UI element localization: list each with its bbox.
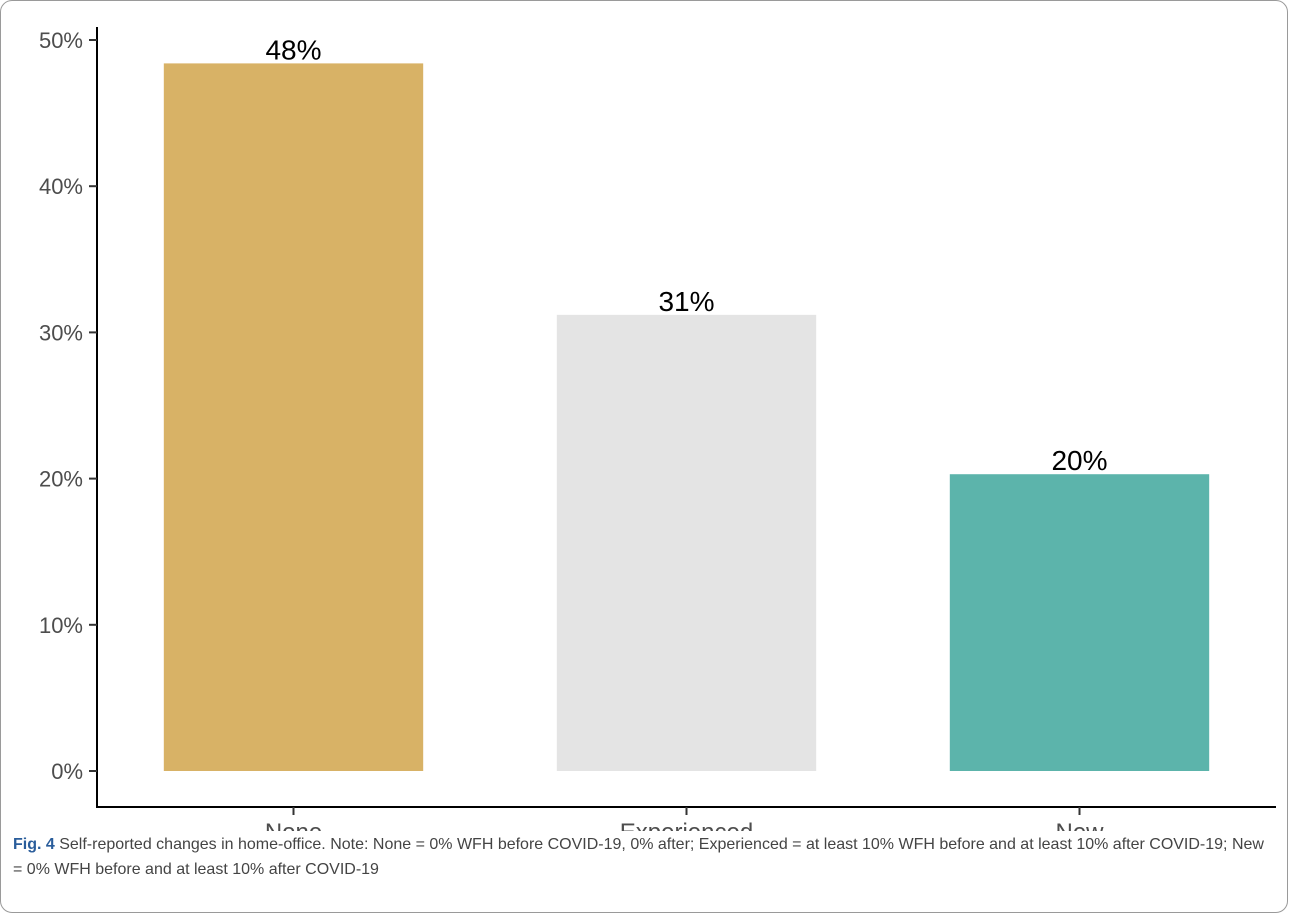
data-label: 20% [1051, 445, 1107, 476]
figure-label: Fig. 4 [13, 836, 55, 853]
x-axis: None Experienced New [96, 806, 1276, 831]
x-tick-label: Experienced [620, 819, 753, 831]
x-tick-label: New [1055, 819, 1104, 831]
y-tick-label: 10% [39, 613, 83, 638]
bar-none [163, 63, 424, 772]
bar-new [949, 474, 1210, 771]
figure-caption: Fig. 4 Self-reported changes in home-off… [13, 832, 1275, 882]
bar-chart: 0% 10% 20% 30% 40% 50% None Experienced New 48%… [39, 27, 1276, 831]
data-label: 31% [658, 286, 714, 317]
x-tick-label: None [265, 819, 322, 831]
y-axis: 0% 10% 20% 30% 40% 50% [39, 27, 98, 807]
y-tick-label: 0% [51, 759, 83, 784]
y-tick-label: 40% [39, 174, 83, 199]
bars: 48% 31% 20% [163, 34, 1210, 772]
y-tick-label: 50% [39, 28, 83, 53]
bar-experienced [556, 314, 817, 771]
y-tick-label: 20% [39, 467, 83, 492]
data-label: 48% [265, 34, 321, 65]
y-tick-label: 30% [39, 320, 83, 345]
caption-text: Self-reported changes in home-office. No… [13, 836, 1264, 878]
